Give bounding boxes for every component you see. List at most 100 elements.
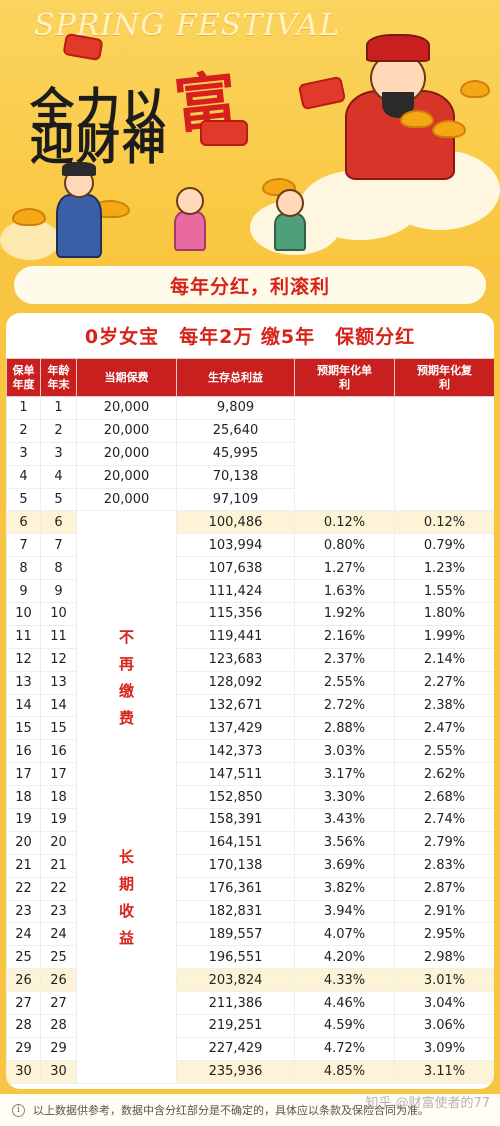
cell-age: 3 xyxy=(40,441,77,466)
figure-hat xyxy=(366,34,430,62)
cell-age: 13 xyxy=(40,670,77,695)
table-row: 10 10 115,356 1.92% 1.80% xyxy=(6,602,494,626)
cell-age: 2 xyxy=(40,418,77,443)
footer-disclaimer: i 以上数据供参考，数据中含分红部分是不确定的，具体应以条款及保险合同为准。 xyxy=(0,1094,500,1126)
cell-simple-rate: 3.82% xyxy=(294,876,395,901)
cell-simple-rate: 4.46% xyxy=(294,991,395,1016)
table-row: 19 19 158,391 3.43% 2.74% xyxy=(6,808,494,832)
header-policy-year: 保单年度 xyxy=(6,358,41,397)
table-row: 14 14 132,671 2.72% 2.38% xyxy=(6,693,494,718)
cell-policy-year: 26 xyxy=(6,968,41,993)
cell-simple-rate: 2.37% xyxy=(294,647,395,672)
table-row: 25 25 196,551 4.20% 2.98% xyxy=(6,945,494,970)
cell-compound-rate: 3.06% xyxy=(394,1014,494,1038)
cell-policy-year: 11 xyxy=(6,624,41,649)
cell-total-benefit: 115,356 xyxy=(176,602,295,626)
cell-simple-rate: 0.80% xyxy=(294,533,395,558)
cell-age: 15 xyxy=(40,716,77,741)
table-row: 17 17 147,511 3.17% 2.62% xyxy=(6,762,494,787)
watermark: 知乎 @财富使者的77 xyxy=(365,1096,490,1111)
table-row: 2 2 20,000 25,640 xyxy=(6,418,495,443)
cell-simple-rate: 4.33% xyxy=(294,968,395,993)
table-row: 9 9 111,424 1.63% 1.55% xyxy=(6,579,494,604)
table-header-row: 保单年度 年龄年末 当期保费 生存总利益 预期年化单利 预期年化复利 xyxy=(6,358,494,397)
cell-total-benefit: 211,386 xyxy=(176,991,295,1016)
cell-premium: 20,000 xyxy=(76,441,177,466)
cell-age: 20 xyxy=(40,830,77,855)
table-row: 21 21 170,138 3.69% 2.83% xyxy=(6,853,494,878)
cell-age: 5 xyxy=(40,487,77,512)
cell-total-benefit: 137,429 xyxy=(176,716,295,741)
cell-simple-rate: 4.59% xyxy=(294,1014,395,1038)
banner-headline-line2: 迎财神 xyxy=(30,119,168,170)
table-row: 6 6 不再缴费 长期收益 100,486 0.12% 0.12% xyxy=(6,510,494,1084)
table-body: 1 1 20,000 9,809 2 2 20,000 25,640 3 3 20,000 45,99… xyxy=(6,395,495,1084)
cell-total-benefit: 142,373 xyxy=(176,739,295,764)
cell-total-benefit: 219,251 xyxy=(176,1014,295,1038)
cell-total-benefit: 182,831 xyxy=(176,899,295,924)
cell-total-benefit: 170,138 xyxy=(176,853,295,878)
cell-total-benefit: 103,994 xyxy=(176,533,295,558)
child-figure-illustration xyxy=(268,185,312,255)
cell-compound-rate: 2.38% xyxy=(394,693,494,718)
cell-total-benefit: 176,361 xyxy=(176,876,295,901)
cell-age: 21 xyxy=(40,853,77,878)
benefit-table-card: 0岁女宝 每年2万 缴5年 保额分红 保单年度 年龄年末 当期保费 生存总利益 … xyxy=(6,313,494,1089)
gold-ingot-icon xyxy=(460,80,490,98)
cell-premium: 20,000 xyxy=(76,396,177,420)
cell-age: 30 xyxy=(40,1059,77,1084)
merged-premium-cell: 不再缴费 长期收益 xyxy=(76,510,177,1084)
god-of-wealth-illustration xyxy=(330,30,470,190)
cell-compound-rate: 3.04% xyxy=(394,991,494,1016)
cell-policy-year: 25 xyxy=(6,945,41,970)
cell-age: 11 xyxy=(40,624,77,649)
card-title: 0岁女宝 每年2万 缴5年 保额分红 xyxy=(84,326,416,348)
cell-total-benefit: 107,638 xyxy=(176,556,295,581)
gold-ingot-icon xyxy=(432,120,466,138)
cell-compound-rate: 2.14% xyxy=(394,647,494,672)
subtitle-pill: 每年分红，利滚利 xyxy=(14,266,486,304)
table-row: 26 26 203,824 4.33% 3.01% xyxy=(6,968,494,993)
cell-total-benefit: 128,092 xyxy=(176,670,295,695)
cell-total-benefit: 227,429 xyxy=(176,1036,295,1061)
cell-compound-rate: 0.12% xyxy=(394,510,494,535)
benefit-table: 保单年度 年龄年末 当期保费 生存总利益 预期年化单利 预期年化复利 1 1 20,… xyxy=(6,358,494,1084)
cell-premium: 20,000 xyxy=(76,464,177,489)
gold-ingot-icon xyxy=(400,110,434,128)
cell-age: 10 xyxy=(40,602,77,626)
cell-age: 25 xyxy=(40,945,77,970)
blank-rate-cell xyxy=(294,395,395,512)
cell-compound-rate: 1.99% xyxy=(394,624,494,649)
long-term-return-label: 长期收益 xyxy=(117,849,135,958)
table-row: 7 7 103,994 0.80% 0.79% xyxy=(6,533,494,558)
cell-policy-year: 13 xyxy=(6,670,41,695)
cell-simple-rate: 3.17% xyxy=(294,762,395,787)
header-premium: 当期保费 xyxy=(76,358,177,397)
table-row: 5 5 20,000 97,109 xyxy=(6,487,495,512)
cell-compound-rate: 2.95% xyxy=(394,922,494,947)
figure-hat xyxy=(62,162,96,176)
cell-simple-rate: 2.88% xyxy=(294,716,395,741)
cell-compound-rate: 2.27% xyxy=(394,670,494,695)
cell-age: 19 xyxy=(40,808,77,832)
cell-age: 6 xyxy=(40,510,77,535)
cell-compound-rate: 2.91% xyxy=(394,899,494,924)
cell-compound-rate: 2.55% xyxy=(394,739,494,764)
cell-total-benefit: 164,151 xyxy=(176,830,295,855)
cell-total-benefit: 147,511 xyxy=(176,762,295,787)
cell-age: 24 xyxy=(40,922,77,947)
cell-policy-year: 5 xyxy=(6,487,41,512)
cell-policy-year: 1 xyxy=(6,396,41,420)
figure-body xyxy=(274,213,306,251)
cell-policy-year: 24 xyxy=(6,922,41,947)
cell-age: 22 xyxy=(40,876,77,901)
cell-total-benefit: 70,138 xyxy=(176,464,295,489)
cell-compound-rate: 3.09% xyxy=(394,1036,494,1061)
cell-compound-rate: 2.83% xyxy=(394,853,494,878)
cell-policy-year: 23 xyxy=(6,899,41,924)
cell-total-benefit: 45,995 xyxy=(176,441,295,466)
cell-simple-rate: 4.20% xyxy=(294,945,395,970)
cell-total-benefit: 123,683 xyxy=(176,647,295,672)
cell-total-benefit: 119,441 xyxy=(176,624,295,649)
cell-simple-rate: 2.55% xyxy=(294,670,395,695)
